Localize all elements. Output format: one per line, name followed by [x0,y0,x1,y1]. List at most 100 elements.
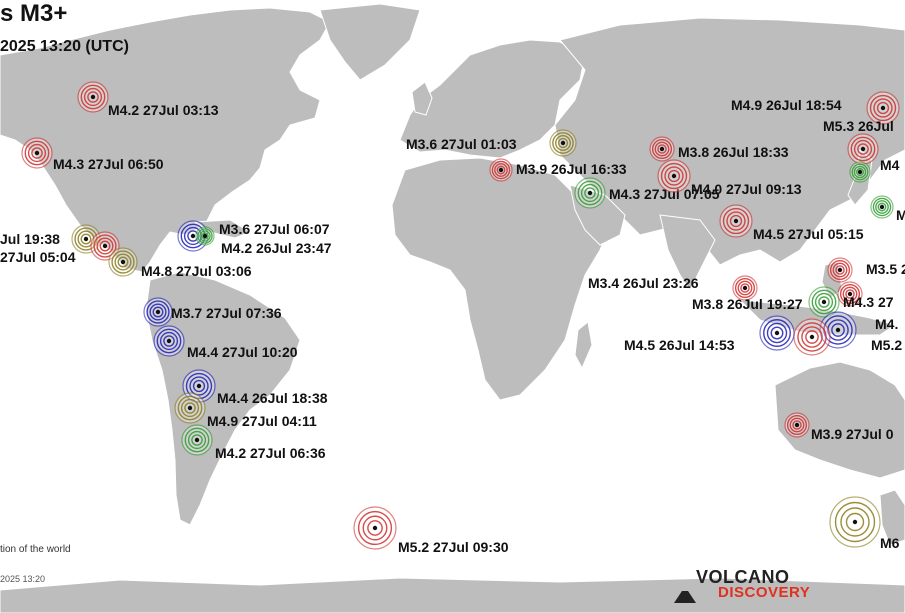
volcano-icon [674,591,696,603]
quake-label: M4.3 27Jul 07:05 [609,186,720,202]
quake-rings-icon [174,392,206,424]
quake-ring [111,250,135,274]
quake-rings-icon [866,91,900,125]
quake-ring [801,326,823,348]
land-india [659,214,716,291]
quake-epicenter-dot [774,330,780,336]
quake-ring [667,169,681,183]
quake-rings-icon [181,424,213,456]
quake-ring [664,166,684,186]
quake-epicenter-dot [860,146,866,152]
quake-ring [842,286,858,302]
quake-rings-icon [71,224,101,254]
quake-ring [80,233,92,245]
quake-ring [726,211,746,231]
quake-ring [357,510,393,546]
land-uk [411,81,433,116]
quake-ring [786,414,808,436]
quake-ring [734,277,756,299]
quake-ring [797,322,827,352]
quake-epicenter-dot [671,173,677,179]
quake-epicenter-dot [794,422,800,428]
quake-epicenter-dot [498,167,504,173]
quake-ring [177,395,203,421]
quake-ring [180,398,200,418]
quake-epicenter-dot [372,525,378,531]
quake-epicenter-dot [34,150,40,156]
quake-ring [829,259,851,281]
quake-ring [192,379,206,393]
quake-label: M3.5 2 [866,261,905,277]
quake-epicenter-dot [560,140,566,146]
quake-rings-icon [182,369,216,403]
quake-ring [818,296,830,308]
quake-epicenter-dot [83,236,89,242]
quake-ring [873,98,893,118]
quake-label: M4.8 27Jul 03:06 [141,263,252,279]
land-arabia [569,184,626,246]
quake-label: M4.4 26Jul 18:38 [217,390,328,406]
quake-ring [839,283,861,305]
quake-rings-icon [153,325,185,357]
quake-ring [557,137,569,149]
quake-epicenter-dot [102,243,108,249]
quake-label: M4.5 26Jul 14:53 [624,337,735,353]
quake-ring [577,180,603,206]
quake-ring [851,163,869,181]
quake-ring [831,323,845,337]
quake-rings-icon [808,286,840,318]
quake-ring [114,253,132,271]
quake-ring [117,256,129,268]
quake-epicenter-dot [166,338,172,344]
volcanodiscovery-logo: VOLCANO DISCOVERY [674,567,828,607]
land-asia [554,17,905,266]
land-new-zealand [879,489,905,546]
quake-label: M4.9 26Jul 18:54 [731,97,842,113]
quake-ring [584,187,596,199]
quake-epicenter-dot [852,519,858,525]
quake-ring [845,512,865,532]
quake-epicenter-dot [194,437,200,443]
quake-ring [811,289,837,315]
quake-epicenter-dot [187,405,193,411]
quake-ring [877,202,887,212]
quake-ring [156,328,182,354]
quake-label: M4.2 26Jul 23:47 [221,240,332,256]
quake-ring [729,214,743,228]
quake-label: M3.8 26Jul 18:33 [678,144,789,160]
quake-ring [87,91,99,103]
quake-epicenter-dot [196,383,202,389]
quake-ring [740,283,750,293]
quake-label: Jul 19:38 [0,231,60,247]
quake-ring [83,87,103,107]
quake-ring [199,230,211,242]
quake-label: M5.3 26Jul [823,118,894,134]
quake-label: M5.2 27Jul 09:30 [398,539,509,555]
quake-epicenter-dot [879,204,885,210]
quake-ring [855,167,865,177]
quake-label: M4.2 27Jul 03:13 [108,102,219,118]
quake-epicenter-dot [880,105,886,111]
quake-ring [580,183,600,203]
quake-rings-icon [870,195,894,219]
quake-rings-icon [847,133,879,165]
quake-ring [496,165,506,175]
quake-label: M [896,207,905,223]
quake-rings-icon [759,315,795,351]
quake-epicenter-dot [155,309,161,315]
quake-epicenter-dot [835,327,841,333]
quake-ring [876,101,890,115]
land-north-america [0,7,331,273]
quake-rings-icon [489,158,513,182]
quake-ring [814,292,834,312]
quake-label: M6 [880,535,900,551]
quake-ring [159,331,179,351]
quake-epicenter-dot [837,267,843,273]
quake-epicenter-dot [659,146,665,152]
quake-label: M3.6 27Jul 06:07 [219,221,330,237]
quake-label: M3.8 26Jul 19:27 [692,296,803,312]
quake-ring [152,306,164,318]
land-africa [391,157,611,401]
quake-rings-icon [657,159,691,193]
